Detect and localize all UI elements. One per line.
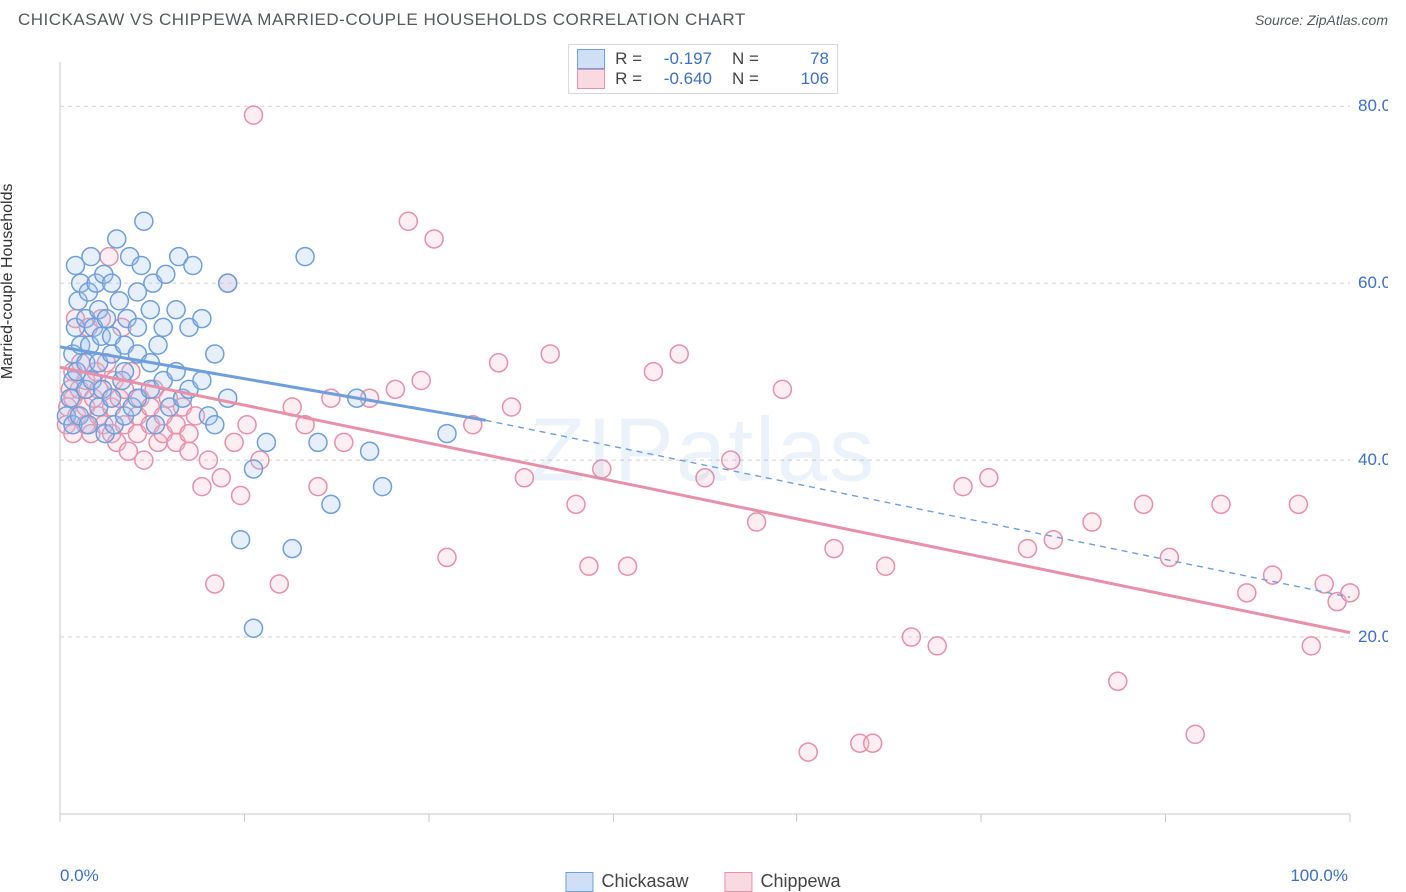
legend-stats: R = -0.197 N = 78 R = -0.640 N = 106 xyxy=(568,44,838,94)
scatter-plot: 20.0% 40.0% 60.0% 80.0% xyxy=(18,44,1388,854)
legend-item: Chippewa xyxy=(724,871,840,892)
x-axis-min-label: 0.0% xyxy=(60,866,99,886)
stat-value: 106 xyxy=(773,69,829,89)
stat-label: R = xyxy=(615,49,642,69)
legend-stats-row: R = -0.640 N = 106 xyxy=(577,69,829,89)
stat-label: N = xyxy=(732,69,759,89)
chart-title: CHICKASAW VS CHIPPEWA MARRIED-COUPLE HOU… xyxy=(18,10,746,30)
stat-value: 78 xyxy=(773,49,829,69)
svg-text:20.0%: 20.0% xyxy=(1358,627,1388,646)
stat-label: R = xyxy=(615,69,642,89)
x-axis-max-label: 100.0% xyxy=(1290,866,1348,886)
legend-label: Chickasaw xyxy=(601,871,688,892)
legend-swatch xyxy=(577,69,605,89)
svg-text:80.0%: 80.0% xyxy=(1358,96,1388,115)
legend-series: Chickasaw Chippewa xyxy=(565,871,840,892)
legend-swatch xyxy=(565,872,593,892)
legend-stats-row: R = -0.197 N = 78 xyxy=(577,49,829,69)
legend-swatch xyxy=(577,49,605,69)
legend-label: Chippewa xyxy=(760,871,840,892)
header: CHICKASAW VS CHIPPEWA MARRIED-COUPLE HOU… xyxy=(0,0,1406,36)
legend-item: Chickasaw xyxy=(565,871,688,892)
stat-label: N = xyxy=(732,49,759,69)
source-label: Source: ZipAtlas.com xyxy=(1255,12,1388,28)
legend-swatch xyxy=(724,872,752,892)
stat-value: -0.640 xyxy=(656,69,712,89)
stat-value: -0.197 xyxy=(656,49,712,69)
y-axis-label: Married-couple Households xyxy=(0,184,17,380)
svg-text:40.0%: 40.0% xyxy=(1358,450,1388,469)
chart-container: Married-couple Households 20.0%40.0%60.0… xyxy=(18,44,1388,892)
svg-text:60.0%: 60.0% xyxy=(1358,273,1388,292)
